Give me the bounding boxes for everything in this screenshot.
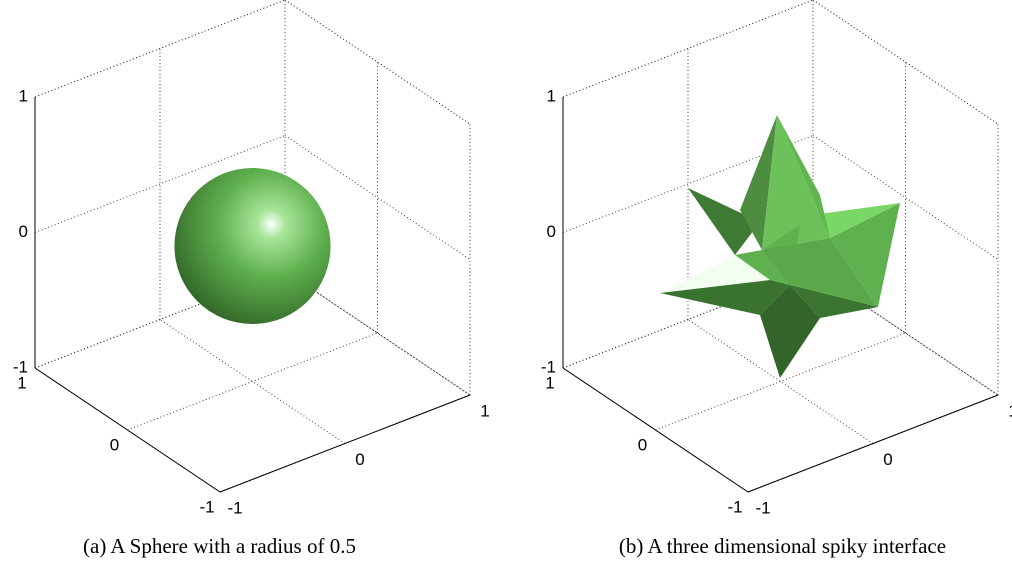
grid-line	[128, 333, 378, 430]
y-tick-label: -1	[727, 497, 742, 516]
grid-line	[35, 0, 285, 97]
y-tick-label: 0	[638, 435, 647, 454]
z-tick-label: 1	[19, 86, 28, 105]
x-tick-label: 0	[883, 450, 892, 469]
x-tick-label: -1	[755, 498, 770, 517]
y-tick-label: 0	[110, 435, 119, 454]
grid-line	[160, 320, 345, 444]
x-tick-label: 1	[480, 401, 489, 420]
x-axis	[220, 395, 470, 492]
z-tick-label: 0	[19, 222, 28, 241]
y-axis	[563, 368, 748, 492]
caption: (b) A three dimensional spiky interface	[619, 534, 946, 558]
z-tick-label: 1	[547, 86, 556, 105]
y-axis	[35, 368, 220, 492]
sphere	[174, 168, 330, 324]
grid-line	[563, 0, 813, 97]
x-tick-label: 0	[355, 450, 364, 469]
x-tick-label: -1	[227, 498, 242, 517]
spiky-surface	[660, 115, 900, 378]
caption: (a) A Sphere with a radius of 0.5	[83, 534, 356, 558]
z-tick-label: -1	[541, 357, 556, 376]
z-tick-label: 0	[547, 222, 556, 241]
x-axis	[748, 395, 998, 492]
z-tick-label: -1	[13, 357, 28, 376]
y-tick-label: -1	[199, 497, 214, 516]
x-tick-label: 1	[1008, 401, 1012, 420]
figure: -1 0 1 -1 0 1 -1 0 1 (a) A Sphere with a radius o…	[0, 0, 1012, 569]
